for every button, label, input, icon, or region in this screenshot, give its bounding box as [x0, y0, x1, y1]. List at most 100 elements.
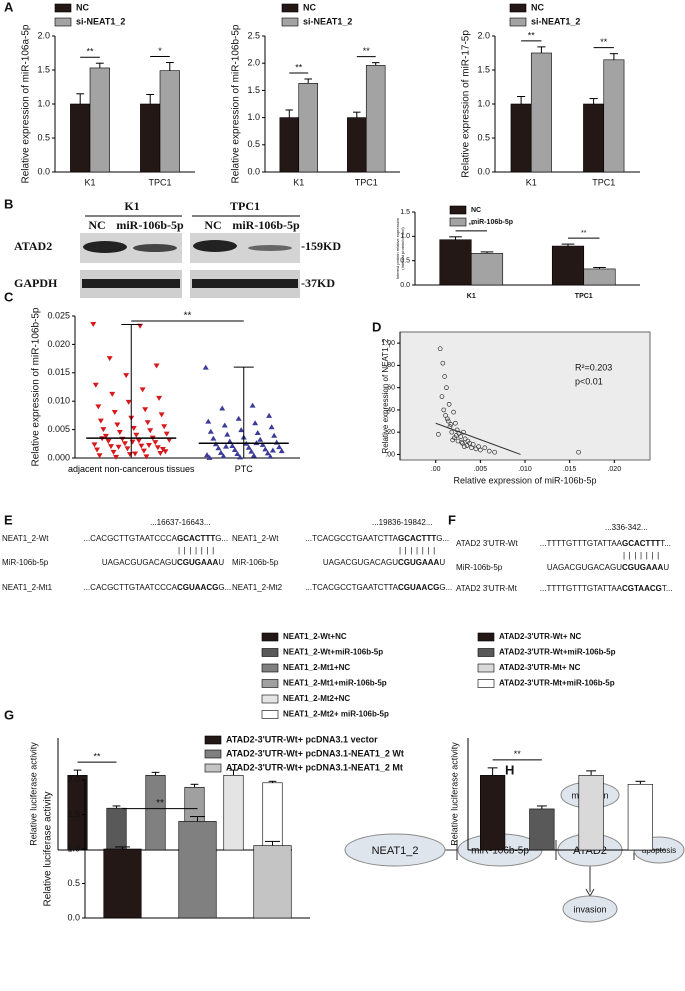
seq: UAGACGUGACAGU — [102, 558, 177, 567]
data-point — [123, 373, 130, 379]
blot-band — [192, 279, 298, 288]
data-point — [448, 422, 454, 427]
seq-label: MiR-106b-5p — [232, 558, 279, 567]
seq: G... — [439, 583, 452, 592]
data-point — [220, 453, 227, 459]
data-point — [143, 454, 150, 460]
seq: GCACTTTG... — [177, 534, 228, 543]
significance-label: ** — [469, 223, 475, 230]
blot-band — [133, 244, 177, 252]
x-tick-label: K1 — [84, 177, 95, 187]
y-tick-label: 0.020 — [47, 339, 70, 349]
node — [344, 833, 446, 867]
legend-swatch — [261, 632, 279, 642]
data-point — [470, 442, 476, 447]
x-tick-label: TPC1 — [592, 177, 615, 187]
y-tick-label: 1.0 — [400, 233, 410, 240]
data-point — [250, 452, 257, 458]
data-point — [224, 431, 231, 437]
y-tick-label: .60 — [385, 384, 395, 391]
seq: T... — [660, 539, 671, 548]
x-tick-label: K1 — [526, 177, 537, 187]
data-point — [461, 444, 467, 449]
significance-label: ** — [156, 798, 164, 809]
data-point — [217, 449, 224, 455]
bar — [529, 808, 555, 851]
data-point — [114, 422, 121, 428]
data-point — [133, 432, 140, 438]
seq-label: NEAT1_2-Wt — [232, 534, 279, 543]
seq: CGUAACGG... — [177, 583, 231, 592]
data-point — [158, 412, 165, 418]
legend-swatch — [477, 648, 495, 657]
data-point — [445, 418, 451, 424]
legend-label: NEAT1_2-Mt2+ miR-106b-5p — [283, 710, 389, 719]
y-tick-label: 2.0 — [477, 30, 490, 40]
annotation: R²=0.203 — [575, 362, 612, 372]
y-tick-label: .40 — [385, 407, 395, 414]
y-tick-label: 2.0 — [37, 30, 50, 40]
seq: U — [663, 563, 669, 572]
data-point — [221, 422, 228, 428]
legend-swatch — [261, 710, 279, 719]
legend-label: si-NEAT1_2 — [76, 16, 125, 26]
data-point — [105, 439, 112, 445]
seq: U — [218, 558, 224, 567]
data-point — [161, 424, 168, 430]
blot-band — [82, 279, 180, 288]
legend-swatch — [261, 663, 279, 673]
legend-swatch — [204, 763, 222, 773]
significance-label: ** — [93, 751, 101, 761]
seq-site: GCACTTT — [398, 534, 436, 543]
data-point — [453, 433, 459, 438]
seq: G... — [215, 534, 228, 543]
node-label: invasion — [573, 904, 606, 914]
y-tick-label: 1.0 — [247, 112, 260, 122]
x-axis-label: Relative expression of miR-106b-5p — [453, 475, 596, 485]
data-point — [226, 438, 233, 444]
plot-background — [399, 331, 651, 461]
x-tick-label: TPC1 — [148, 177, 171, 187]
data-point — [94, 447, 101, 453]
legend-label: NEAT1_2-Mt1+miR-106b-5p — [283, 679, 387, 688]
y-axis-label: (Interest protein/control) — [400, 227, 405, 270]
data-point — [147, 428, 154, 434]
data-point — [152, 440, 159, 446]
significance-label: ** — [295, 62, 303, 72]
blot-group: K1 — [124, 199, 139, 213]
data-point — [264, 450, 271, 456]
seq-label: NEAT1_2-Wt — [2, 534, 49, 543]
seq: CGUAACGG... — [398, 583, 452, 592]
data-point — [486, 448, 492, 454]
legend-swatch — [281, 17, 299, 27]
panel-label: B — [4, 196, 13, 211]
data-point — [238, 427, 245, 433]
y-axis-label: Relative expression of miR-106b-5p — [231, 24, 242, 183]
bar — [347, 117, 367, 173]
data-point — [138, 443, 145, 449]
data-point — [115, 444, 122, 450]
seq-label: NEAT1_2-Mt1 — [2, 583, 53, 592]
seq-site: GCACTTT — [177, 534, 215, 543]
node-label: miR-106b-5p — [471, 846, 529, 857]
data-point — [154, 445, 161, 451]
data-point — [153, 363, 160, 369]
x-tick-label: PTC — [234, 464, 253, 474]
data-point — [440, 360, 446, 366]
data-point — [437, 346, 443, 352]
bar — [439, 239, 472, 286]
data-point — [111, 410, 118, 416]
legend-swatch — [509, 17, 527, 27]
seq: CGUGAAAU — [177, 558, 224, 567]
data-point — [97, 418, 104, 424]
y-axis-label: Relative expression of miR-106b-5p — [31, 307, 42, 466]
y-tick-label: 0.0 — [67, 912, 80, 922]
x-tick-label: adjacent non-cancerous tissues — [67, 464, 195, 474]
legend-swatch — [509, 3, 527, 13]
seq: CGUGAAAU — [398, 558, 445, 567]
data-point — [210, 435, 217, 441]
bar — [262, 782, 283, 851]
panel-label: D — [372, 319, 381, 334]
